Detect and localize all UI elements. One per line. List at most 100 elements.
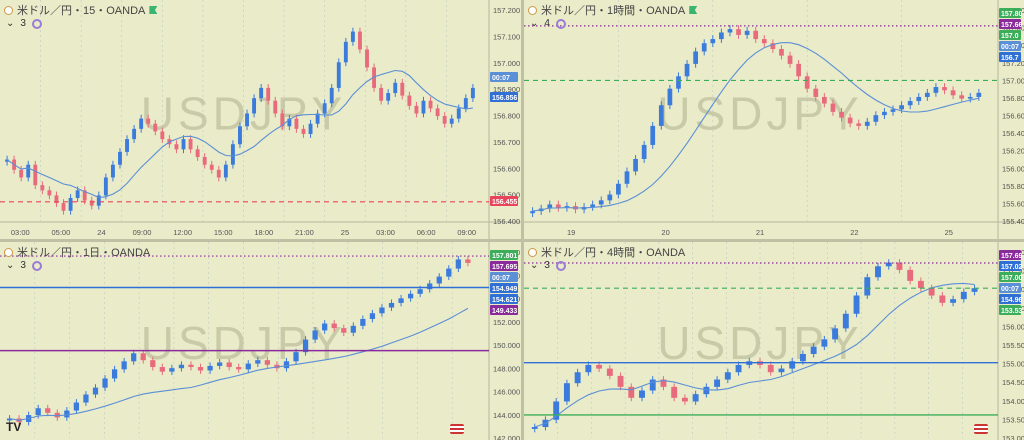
candle-body (178, 364, 185, 369)
x-tick-label: 19 (567, 228, 575, 237)
price-tag-box (490, 72, 518, 82)
moving-average-line (534, 282, 975, 428)
y-tick-label: 153.000 (1002, 434, 1024, 440)
candle-body (896, 262, 903, 270)
chart-panel-15min[interactable]: USDJPY 157.200 157.100 157.000 156.900 156.80… (0, 0, 521, 239)
horizontal-divider[interactable] (0, 239, 1024, 242)
candle-body (770, 43, 776, 49)
candle-body (407, 293, 414, 299)
candle-body (82, 190, 87, 201)
candle-body (379, 87, 384, 101)
price-tag-box (490, 272, 518, 282)
chart-header[interactable]: 米ドル／円・1時間・OANDA (528, 2, 698, 18)
us-flag-icon[interactable] (974, 424, 988, 434)
price-tag-label: 00:07 (492, 275, 510, 282)
chart-sub[interactable]: ⌄ 3 (530, 260, 566, 271)
candle-body (606, 368, 613, 376)
candle-body (264, 360, 270, 365)
candle-body (616, 183, 621, 195)
y-tick-label: 146.000 (493, 388, 520, 397)
candle-body (767, 364, 774, 373)
candle-body (111, 369, 118, 379)
chart-sub[interactable]: ⌄ 4 (530, 18, 566, 29)
vertical-divider[interactable] (521, 0, 524, 440)
indicator-settings-icon (555, 18, 566, 29)
candle-body (799, 353, 806, 362)
candle-body (188, 139, 193, 150)
chart-title: 米ドル／円・15・OANDA (17, 5, 146, 17)
candle-body (832, 328, 839, 340)
candle-body (365, 49, 369, 68)
candle-body (821, 339, 828, 347)
y-tick-label: 157.20 (1002, 59, 1024, 68)
y-tick-label: 148.000 (493, 364, 520, 373)
y-tick-label: 142.000 (493, 434, 520, 440)
chart-sub[interactable]: ⌄ 3 (6, 260, 42, 271)
candle-body (245, 113, 249, 127)
candle-body (159, 367, 165, 372)
y-tick-label: 156.600 (493, 164, 520, 173)
price-tag-label: 157.66 (1001, 22, 1023, 29)
currency-flag-icon (4, 5, 13, 15)
candle-body (882, 111, 887, 116)
chart-header[interactable]: 米ドル／円・1日・OANDA (4, 244, 150, 260)
price-tag-box (999, 261, 1021, 271)
candle-body (639, 390, 645, 398)
candle-body (283, 361, 290, 369)
candle-body (455, 259, 461, 269)
watermark-text: USDJPY (657, 88, 862, 140)
candle-body (197, 367, 204, 371)
candle-body (787, 55, 793, 64)
price-tag-label: 157.02 (1001, 264, 1023, 271)
chart-title: 米ドル／円・1日・OANDA (17, 247, 151, 259)
candle-body (810, 346, 817, 354)
indicator-settings-icon (555, 260, 566, 271)
flag-marker-icon (689, 6, 698, 14)
y-tick-label: 156.900 (493, 85, 520, 94)
candle-body (796, 63, 801, 77)
chart-header[interactable]: 米ドル／円・4時間・OANDA (528, 244, 685, 260)
candle-body (360, 318, 366, 326)
tradingview-logo[interactable]: TV (6, 420, 22, 434)
candle-body (839, 111, 844, 118)
candle-body (899, 105, 904, 110)
candle-body (933, 87, 939, 93)
price-tag-box (999, 305, 1021, 315)
candle-body (917, 280, 924, 289)
candle-body (596, 364, 603, 369)
candle-body (331, 323, 337, 329)
candle-body (207, 365, 213, 371)
price-tag-label: 157.0 (1001, 33, 1019, 40)
x-tick-label: 05:00 (51, 228, 70, 237)
chart-svg-1d: USDJPY158.000156.000154.000152.000150.00… (0, 242, 520, 440)
candle-body (195, 149, 200, 158)
us-flag-icon[interactable] (450, 424, 464, 434)
candle-body (456, 108, 461, 119)
price-tag-label: 00:07 (1001, 44, 1019, 51)
candle-body (64, 410, 70, 418)
candle-body (959, 95, 965, 99)
candle-body (121, 361, 127, 370)
chart-header[interactable]: 米ドル／円・15・OANDA (4, 2, 158, 18)
candle-body (624, 171, 630, 184)
price-tag-label: 157.801 (492, 253, 517, 260)
x-tick-label: 21:00 (295, 228, 314, 237)
candle-body (369, 313, 376, 319)
candle-body (446, 268, 452, 277)
chart-panel-1d[interactable]: USDJPY158.000156.000154.000152.000150.00… (0, 242, 521, 440)
price-tag-label: 157.695 (492, 264, 517, 271)
price-tag-label: 00:07 (1001, 286, 1019, 293)
candle-body (842, 313, 849, 329)
x-tick-label: 06:00 (417, 228, 436, 237)
price-tag-label: 154.96 (1001, 297, 1023, 304)
chart-panel-1h[interactable]: USDJPY157.80157.60157.40157.20157.00156.… (524, 0, 1024, 239)
currency-flag-icon (528, 247, 537, 257)
chart-sub[interactable]: ⌄ 3 (6, 18, 42, 29)
candle-body (822, 96, 827, 104)
candle-body (315, 113, 320, 124)
chart-panel-4h[interactable]: USDJPY158.000157.500157.000156.500156.00… (524, 242, 1024, 440)
candle-body (719, 32, 724, 40)
candle-body (724, 372, 731, 380)
candle-body (950, 90, 956, 96)
candle-body (40, 185, 45, 191)
